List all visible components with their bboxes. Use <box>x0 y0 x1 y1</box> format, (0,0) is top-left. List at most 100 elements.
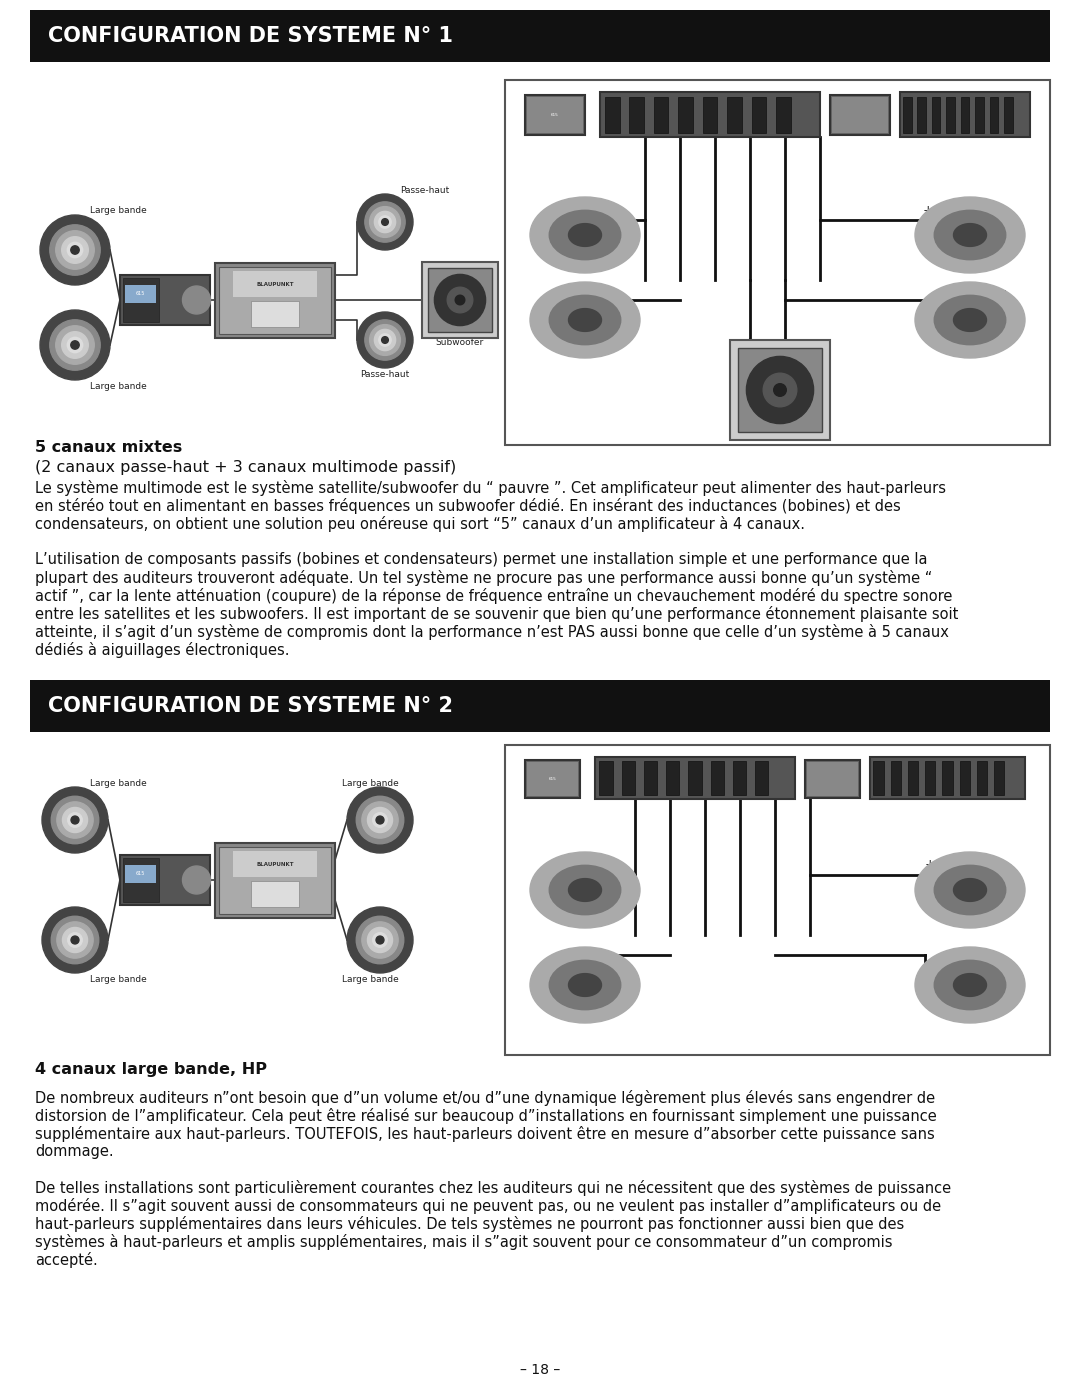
Bar <box>600 92 820 137</box>
Circle shape <box>369 324 401 355</box>
Bar <box>730 339 831 440</box>
Ellipse shape <box>568 879 602 901</box>
Circle shape <box>369 207 401 237</box>
Bar <box>605 96 620 133</box>
Text: dédiés à aiguillages électroniques.: dédiés à aiguillages électroniques. <box>35 643 289 658</box>
Circle shape <box>764 373 797 407</box>
Text: BLAUPUNKT: BLAUPUNKT <box>256 282 294 286</box>
Text: modérée. Il s”agit souvent aussi de consommateurs qui ne peuvent pas, ou ne veul: modérée. Il s”agit souvent aussi de cons… <box>35 1199 941 1214</box>
Bar <box>505 80 1050 446</box>
Bar <box>908 761 918 795</box>
Circle shape <box>367 928 392 953</box>
Circle shape <box>347 787 413 854</box>
Bar <box>891 761 901 795</box>
Bar <box>428 268 492 332</box>
Bar <box>943 761 953 795</box>
Circle shape <box>773 384 786 397</box>
Text: De telles installations sont particulièrement courantes chez les auditeurs qui n: De telles installations sont particulièr… <box>35 1180 951 1196</box>
Text: haut-parleurs supplémentaires dans leurs véhicules. De tels systèmes ne pourront: haut-parleurs supplémentaires dans leurs… <box>35 1215 904 1232</box>
Bar <box>233 851 318 877</box>
Text: Large bande: Large bande <box>90 975 147 983</box>
Text: Passe-haut: Passe-haut <box>361 370 409 379</box>
Circle shape <box>365 201 405 242</box>
Ellipse shape <box>934 211 1005 260</box>
Circle shape <box>62 331 89 358</box>
Circle shape <box>40 310 110 380</box>
Text: +: + <box>611 996 622 1010</box>
Text: BLAUPUNKT: BLAUPUNKT <box>256 862 294 866</box>
Ellipse shape <box>550 295 621 345</box>
Text: CONFIGURATION DE SYSTEME N° 1: CONFIGURATION DE SYSTEME N° 1 <box>48 27 453 46</box>
Circle shape <box>40 215 110 285</box>
Circle shape <box>455 295 464 305</box>
Text: +: + <box>605 246 616 258</box>
Bar <box>738 348 822 432</box>
Bar <box>752 96 766 133</box>
Bar <box>831 95 890 136</box>
Circle shape <box>50 320 100 370</box>
Text: +: + <box>611 901 622 914</box>
Text: −: − <box>544 859 555 872</box>
Circle shape <box>367 807 392 833</box>
Circle shape <box>63 928 87 953</box>
Ellipse shape <box>915 947 1025 1023</box>
Ellipse shape <box>934 865 1005 915</box>
Text: actif ”, car la lente atténuation (coupure) de la réponse de fréquence entraîne : actif ”, car la lente atténuation (coupu… <box>35 588 953 604</box>
Bar <box>926 761 935 795</box>
Text: −: − <box>1000 204 1010 217</box>
Bar <box>975 96 984 133</box>
Bar <box>124 865 156 883</box>
Circle shape <box>347 907 413 972</box>
Bar <box>807 761 858 796</box>
Circle shape <box>71 246 79 254</box>
Text: Large bande: Large bande <box>341 975 399 983</box>
Bar <box>124 285 156 303</box>
Circle shape <box>71 936 79 944</box>
Bar <box>946 96 955 133</box>
Circle shape <box>434 274 486 326</box>
Circle shape <box>375 211 395 233</box>
Bar <box>727 96 742 133</box>
Text: dommage.: dommage. <box>35 1144 113 1160</box>
Text: +: + <box>1000 289 1010 302</box>
Ellipse shape <box>568 974 602 996</box>
Bar <box>903 96 912 133</box>
Text: 4 canaux large bande, HP: 4 canaux large bande, HP <box>35 1062 267 1077</box>
Ellipse shape <box>550 960 621 1010</box>
Ellipse shape <box>530 947 640 1023</box>
Circle shape <box>67 242 83 257</box>
Bar <box>932 96 941 133</box>
Circle shape <box>362 802 399 838</box>
Circle shape <box>365 320 405 360</box>
Text: +: + <box>814 369 825 381</box>
Bar <box>525 95 585 136</box>
Bar <box>527 96 583 133</box>
Circle shape <box>373 813 388 827</box>
Circle shape <box>362 922 399 958</box>
Text: 615: 615 <box>551 113 558 117</box>
Ellipse shape <box>934 960 1005 1010</box>
Text: accepté.: accepté. <box>35 1252 98 1268</box>
Circle shape <box>56 326 94 365</box>
Circle shape <box>51 796 98 844</box>
Ellipse shape <box>568 224 602 246</box>
Circle shape <box>63 807 87 833</box>
Circle shape <box>373 933 388 947</box>
Text: 615: 615 <box>549 777 556 781</box>
Circle shape <box>381 219 389 225</box>
Circle shape <box>68 933 82 947</box>
Bar <box>832 96 888 133</box>
Circle shape <box>357 312 413 367</box>
Bar <box>525 760 580 798</box>
Text: −: − <box>544 954 555 967</box>
Text: distorsion de l”amplificateur. Cela peut être réalisé sur beaucoup d”installatio: distorsion de l”amplificateur. Cela peut… <box>35 1108 936 1125</box>
Text: −: − <box>734 369 745 381</box>
Text: Subwoofer: Subwoofer <box>436 338 484 346</box>
Bar <box>777 96 791 133</box>
Circle shape <box>447 288 473 313</box>
Bar <box>123 858 159 902</box>
Circle shape <box>183 286 211 314</box>
Bar <box>599 761 612 795</box>
Circle shape <box>376 936 384 944</box>
Bar <box>688 761 702 795</box>
